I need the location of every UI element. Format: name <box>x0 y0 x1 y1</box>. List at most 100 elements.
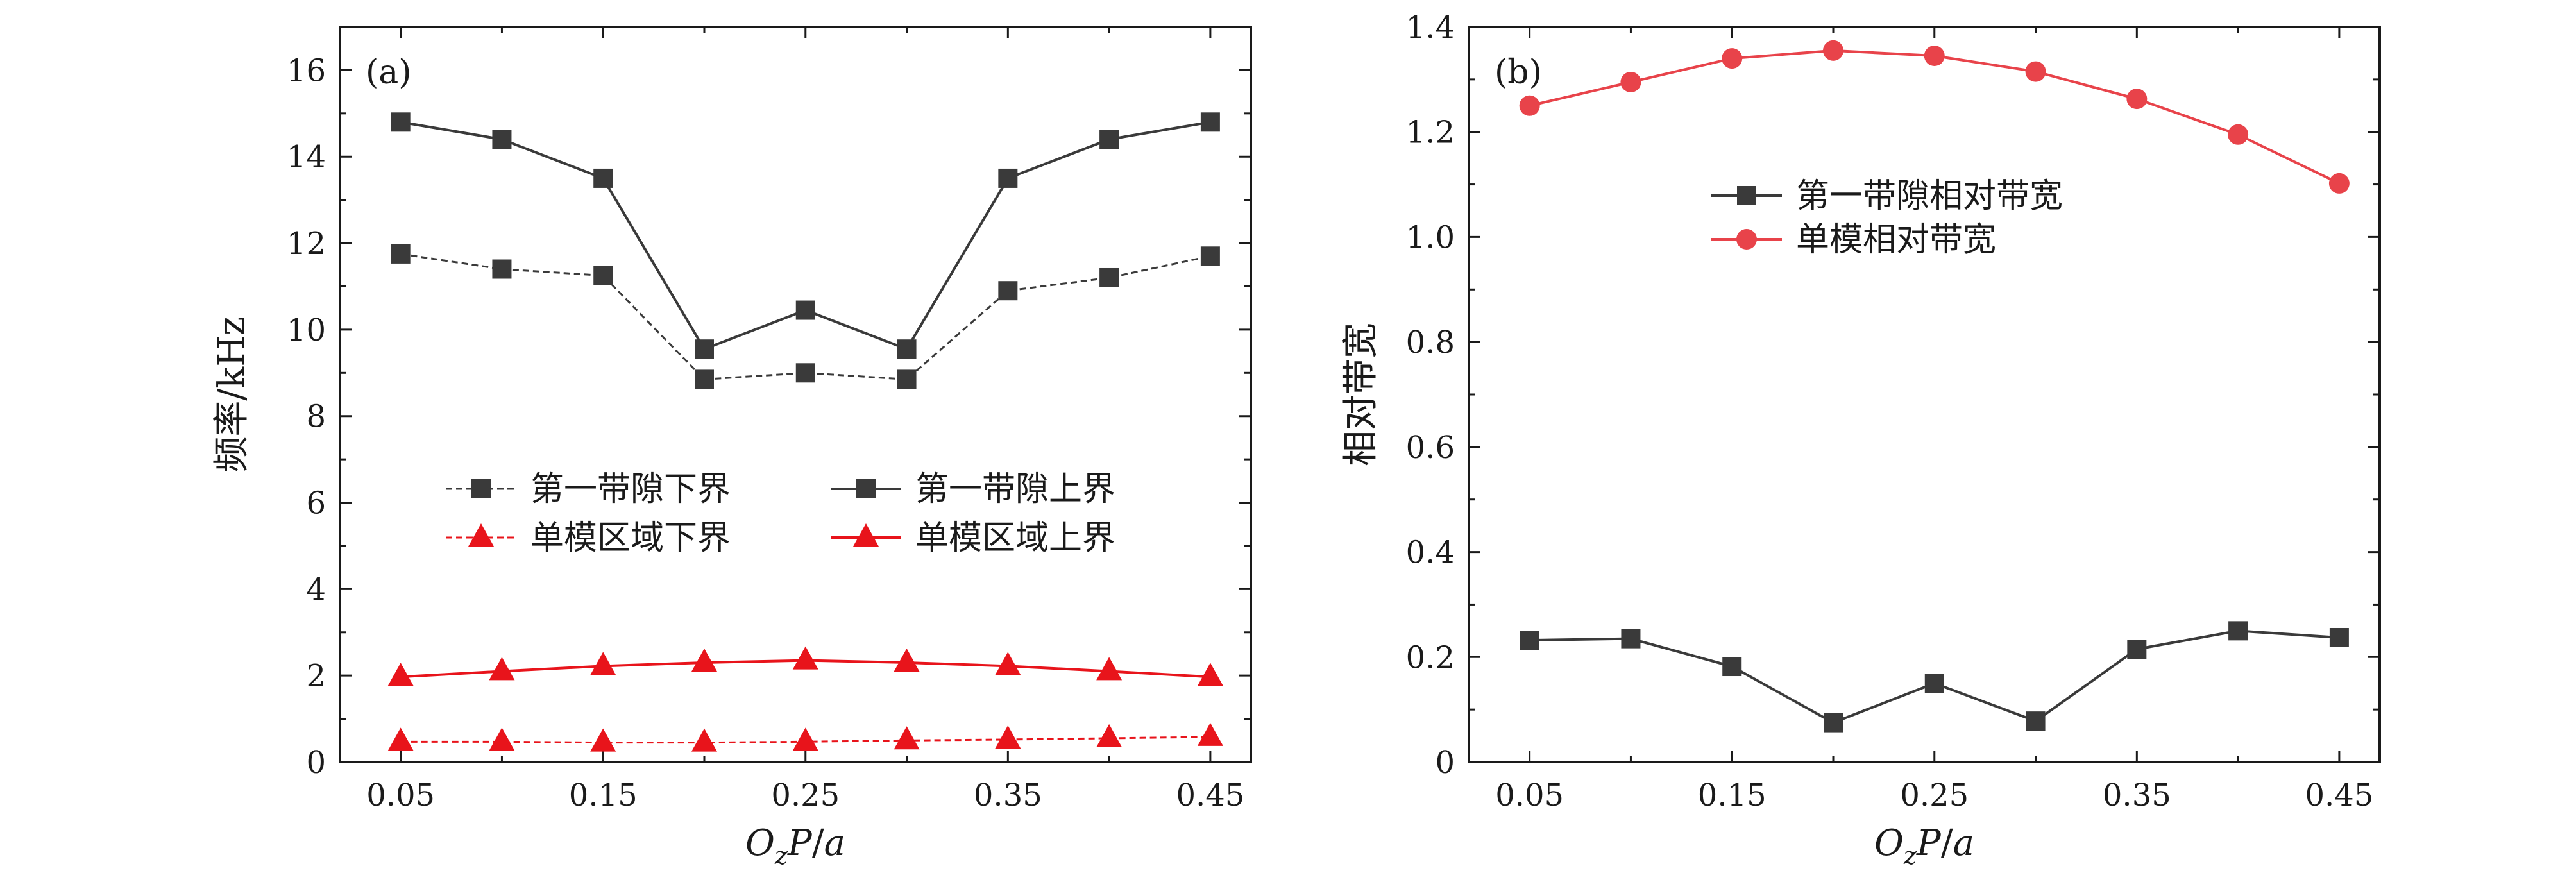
data-point <box>590 728 616 752</box>
data-point <box>2127 640 2147 659</box>
series-3 <box>387 646 1223 686</box>
y-tick-label: 0 <box>306 745 326 781</box>
data-point <box>590 652 616 675</box>
data-point <box>795 363 815 383</box>
data-point <box>894 726 920 750</box>
data-point <box>1824 713 1843 733</box>
data-point <box>1096 657 1123 681</box>
y-tick-label: 10 <box>287 312 326 348</box>
x-axis-title-part: a <box>1953 822 1974 864</box>
panel-label: (a) <box>366 53 412 92</box>
legend-label: 单模区域上界 <box>915 519 1115 557</box>
data-point <box>1200 246 1220 266</box>
x-tick-label: 0.45 <box>2305 777 2373 813</box>
legend-marker <box>1736 229 1757 250</box>
y-tick-label: 1.2 <box>1406 115 1455 151</box>
data-point <box>792 646 818 670</box>
data-point <box>691 728 717 752</box>
series-2 <box>387 722 1223 752</box>
data-point <box>897 339 917 359</box>
data-point <box>2026 711 2046 731</box>
data-point <box>695 339 714 359</box>
chart-panel-b: 0.05 0.15 0.25 0.35 0.45 0 0.2 0.4 0.6 0.8 1.0 1.2 1… <box>1340 10 2381 870</box>
x-tick-label: 0.25 <box>771 777 840 813</box>
data-point <box>894 648 920 672</box>
data-point <box>387 727 414 751</box>
legend-marker <box>853 523 879 547</box>
data-point <box>593 168 613 188</box>
x-axis-title-part: a <box>824 822 845 864</box>
y-tick-label: 1.4 <box>1406 10 1455 46</box>
data-point <box>2228 621 2248 641</box>
y-tick-label: 0 <box>1435 745 1455 781</box>
panel-label: (b) <box>1495 53 1542 92</box>
data-point <box>1620 71 1641 92</box>
x-tick-label: 0.15 <box>569 777 638 813</box>
data-point <box>1520 631 1539 650</box>
data-point <box>795 300 815 320</box>
y-axis-title: 频率/kHz <box>211 316 253 472</box>
x-axis-title-subscript: z <box>774 842 788 870</box>
data-point <box>2228 124 2249 145</box>
data-point <box>387 663 414 686</box>
x-axis-title-part: O <box>745 822 775 864</box>
data-point <box>2126 89 2148 110</box>
y-tick-label: 16 <box>287 53 326 89</box>
data-point <box>1099 130 1119 149</box>
data-point <box>1197 722 1223 746</box>
y-tick-label: 2 <box>306 658 326 694</box>
chart-panel-a: 0.05 0.15 0.25 0.35 0.45 0 2 4 6 8 10 12 14 16 (a) 频率/k… <box>211 26 1252 870</box>
data-point <box>1096 724 1123 747</box>
y-tick-label: 1.0 <box>1406 219 1455 255</box>
legend-marker <box>468 523 494 547</box>
y-tick-label: 12 <box>287 226 326 262</box>
x-tick-label: 0.25 <box>1900 777 1969 813</box>
data-point <box>2025 61 2046 82</box>
data-point <box>1722 657 1742 677</box>
data-point <box>492 130 512 149</box>
x-axis-title-part: P <box>1916 822 1942 864</box>
x-tick-label: 0.45 <box>1176 777 1244 813</box>
data-point <box>695 369 714 389</box>
x-tick-label: 0.05 <box>366 777 435 813</box>
data-point <box>998 281 1018 301</box>
data-point <box>1519 95 1540 116</box>
x-tick-label: 0.35 <box>2103 777 2171 813</box>
data-point <box>1924 674 1944 693</box>
y-tick-label: 0.6 <box>1406 430 1455 466</box>
x-tick-label: 0.05 <box>1495 777 1564 813</box>
data-point <box>995 725 1021 749</box>
legend-marker <box>471 479 491 498</box>
data-point <box>1924 46 1945 67</box>
legend-label: 第一带隙相对带宽 <box>1796 177 2063 216</box>
data-point <box>391 112 411 132</box>
data-point <box>593 266 613 285</box>
y-tick-label: 0.2 <box>1406 640 1455 675</box>
y-axis-title: 相对带宽 <box>1340 323 1382 466</box>
x-axis-title-part: / <box>1941 822 1953 864</box>
x-axis-title: OzP/a <box>745 822 845 870</box>
legend-marker <box>1737 186 1756 205</box>
x-axis-title-part: P <box>787 822 813 864</box>
data-point <box>792 727 818 751</box>
data-point <box>391 244 411 264</box>
data-point <box>897 369 917 389</box>
data-point <box>1621 629 1641 649</box>
data-point <box>1197 663 1223 686</box>
legend-label: 第一带隙下界 <box>530 470 731 509</box>
y-tick-label: 0.4 <box>1406 535 1455 571</box>
data-point <box>1823 40 1843 61</box>
x-axis-title-part: O <box>1874 822 1904 864</box>
y-tick-label: 8 <box>306 399 326 435</box>
plot-frame <box>339 26 1252 763</box>
series-0 <box>1520 621 2349 733</box>
x-tick-label: 0.35 <box>974 777 1042 813</box>
data-point <box>492 259 512 279</box>
legend-label: 单模相对带宽 <box>1796 221 1996 259</box>
series-0 <box>391 244 1220 389</box>
y-tick-label: 0.8 <box>1406 325 1455 360</box>
series-1 <box>1519 40 2350 194</box>
data-point <box>2329 627 2349 647</box>
